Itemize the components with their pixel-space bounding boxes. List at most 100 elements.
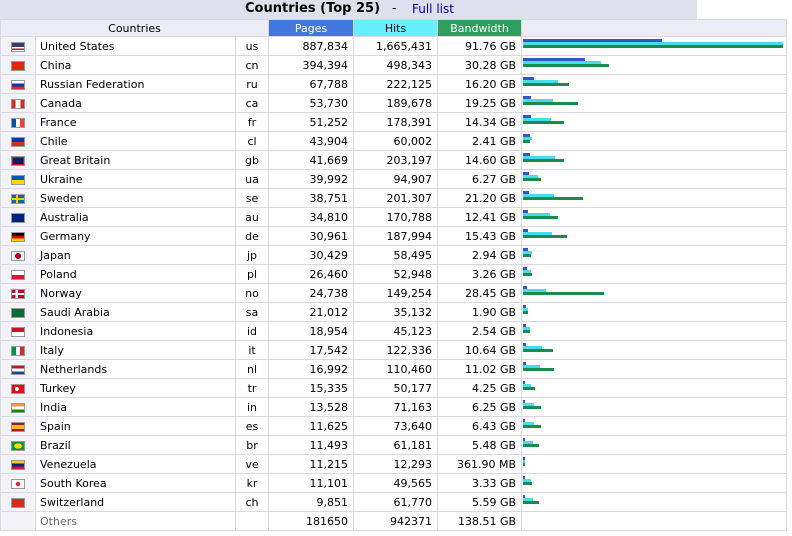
pages-value: 18,954 (268, 321, 355, 341)
flag-cell (0, 321, 36, 341)
pages-value: 53,730 (268, 93, 355, 113)
hits-bar (523, 213, 551, 216)
country-code: kr (234, 473, 270, 493)
country-code: in (234, 397, 270, 417)
pages-value: 16,992 (268, 359, 355, 379)
flag-pl-icon (11, 269, 25, 280)
flag-cell (0, 435, 36, 455)
hits-value: 49,565 (353, 473, 439, 493)
bandwidth-bar (523, 216, 559, 219)
pages-bar (523, 457, 526, 460)
country-code: cn (234, 55, 270, 75)
pages-bar (523, 476, 526, 479)
hits-value: 222,125 (353, 74, 439, 94)
country-code: sa (234, 302, 270, 322)
table-row: Saudi Arabia sa 21,012 35,132 1.90 GB (0, 302, 788, 322)
bars-cell (521, 473, 788, 493)
flag-cell (0, 340, 36, 360)
hits-value: 94,907 (353, 169, 439, 189)
country-name: Japan (35, 245, 236, 265)
bars-cell (521, 55, 788, 75)
hits-value: 35,132 (353, 302, 439, 322)
pages-bar (523, 324, 527, 327)
country-code: pl (234, 264, 270, 284)
bandwidth-value: 28.45 GB (437, 283, 523, 303)
flag-ve-icon (11, 459, 25, 470)
flag-de-icon (11, 231, 25, 242)
bandwidth-value: 2.54 GB (437, 321, 523, 341)
pages-value: 21,012 (268, 302, 355, 322)
flag-cell (0, 492, 36, 512)
flag-cell (0, 112, 36, 132)
country-code: se (234, 188, 270, 208)
header-pages: Pages (268, 19, 355, 37)
country-code: ve (234, 454, 270, 474)
table-row: South Korea kr 11,101 49,565 3.33 GB (0, 473, 788, 493)
bandwidth-bar (523, 102, 579, 105)
country-name: Great Britain (35, 150, 236, 170)
country-name: Norway (35, 283, 236, 303)
bars-cell (521, 226, 788, 246)
bars-cell (521, 150, 788, 170)
bandwidth-bar (523, 482, 533, 485)
full-list-link[interactable]: Full list (412, 2, 454, 16)
table-row: Switzerland ch 9,851 61,770 5.59 GB (0, 492, 788, 512)
pages-value: 11,493 (268, 435, 355, 455)
flag-in-icon (11, 402, 25, 413)
hits-bar (523, 422, 535, 425)
table-row: Spain es 11,625 73,640 6.43 GB (0, 416, 788, 436)
hits-value: 58,495 (353, 245, 439, 265)
hits-bar (523, 384, 532, 387)
pages-value: 394,394 (268, 55, 355, 75)
country-name: Turkey (35, 378, 236, 398)
flag-jp-icon (11, 250, 25, 261)
flag-au-icon (11, 212, 25, 223)
hits-value: 122,336 (353, 340, 439, 360)
pages-bar (523, 286, 528, 289)
flag-cell (0, 264, 36, 284)
flag-tr-icon (11, 383, 25, 394)
hits-bar (523, 251, 533, 254)
header-countries: Countries (0, 19, 270, 37)
flag-no-icon (11, 288, 25, 299)
flag-us-icon (11, 41, 25, 52)
hits-bar (523, 460, 526, 463)
pages-value: 26,460 (268, 264, 355, 284)
flag-cell (0, 55, 36, 75)
bandwidth-value: 14.60 GB (437, 150, 523, 170)
table-row: Australia au 34,810 170,788 12.41 GB (0, 207, 788, 227)
bandwidth-value: 11.02 GB (437, 359, 523, 379)
bandwidth-value: 12.41 GB (437, 207, 523, 227)
hits-value: 52,948 (353, 264, 439, 284)
pages-bar (523, 381, 526, 384)
country-name: Brazil (35, 435, 236, 455)
hits-bar (523, 365, 541, 368)
table-row: Ukraine ua 39,992 94,907 6.27 GB (0, 169, 788, 189)
pages-value: 887,834 (268, 36, 355, 56)
pages-value: 11,215 (268, 454, 355, 474)
country-name: Germany (35, 226, 236, 246)
bandwidth-bar (523, 140, 531, 143)
bandwidth-value: 5.48 GB (437, 435, 523, 455)
pages-bar (523, 210, 529, 213)
flag-br-icon (11, 440, 25, 451)
hits-value: 187,994 (353, 226, 439, 246)
flag-cell (0, 416, 36, 436)
flag-cell (0, 150, 36, 170)
flag-se-icon (11, 193, 25, 204)
flag-ch-icon (11, 497, 25, 508)
hits-value: 73,640 (353, 416, 439, 436)
hits-value: 110,460 (353, 359, 439, 379)
bandwidth-bar (523, 444, 540, 447)
hits-bar (523, 194, 555, 197)
country-name: United States (35, 36, 236, 56)
pages-bar (523, 495, 526, 498)
bars-cell (521, 93, 788, 113)
table-row: Turkey tr 15,335 50,177 4.25 GB (0, 378, 788, 398)
country-name: France (35, 112, 236, 132)
country-name: Indonesia (35, 321, 236, 341)
hits-bar (523, 232, 553, 235)
hits-bar (523, 289, 547, 292)
country-code: ua (234, 169, 270, 189)
hits-value: 201,307 (353, 188, 439, 208)
